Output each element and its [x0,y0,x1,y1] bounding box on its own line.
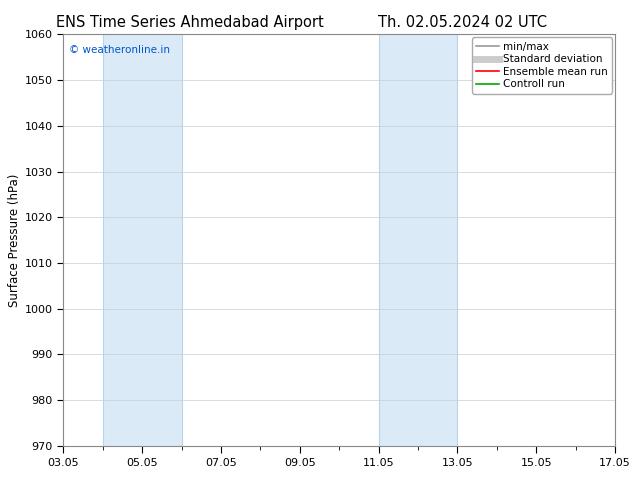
Text: © weatheronline.in: © weatheronline.in [69,45,170,54]
Y-axis label: Surface Pressure (hPa): Surface Pressure (hPa) [8,173,21,307]
Text: Th. 02.05.2024 02 UTC: Th. 02.05.2024 02 UTC [378,15,547,30]
Legend: min/max, Standard deviation, Ensemble mean run, Controll run: min/max, Standard deviation, Ensemble me… [472,37,612,94]
Text: ENS Time Series Ahmedabad Airport: ENS Time Series Ahmedabad Airport [56,15,324,30]
Bar [378,34,457,446]
Bar [103,34,181,446]
